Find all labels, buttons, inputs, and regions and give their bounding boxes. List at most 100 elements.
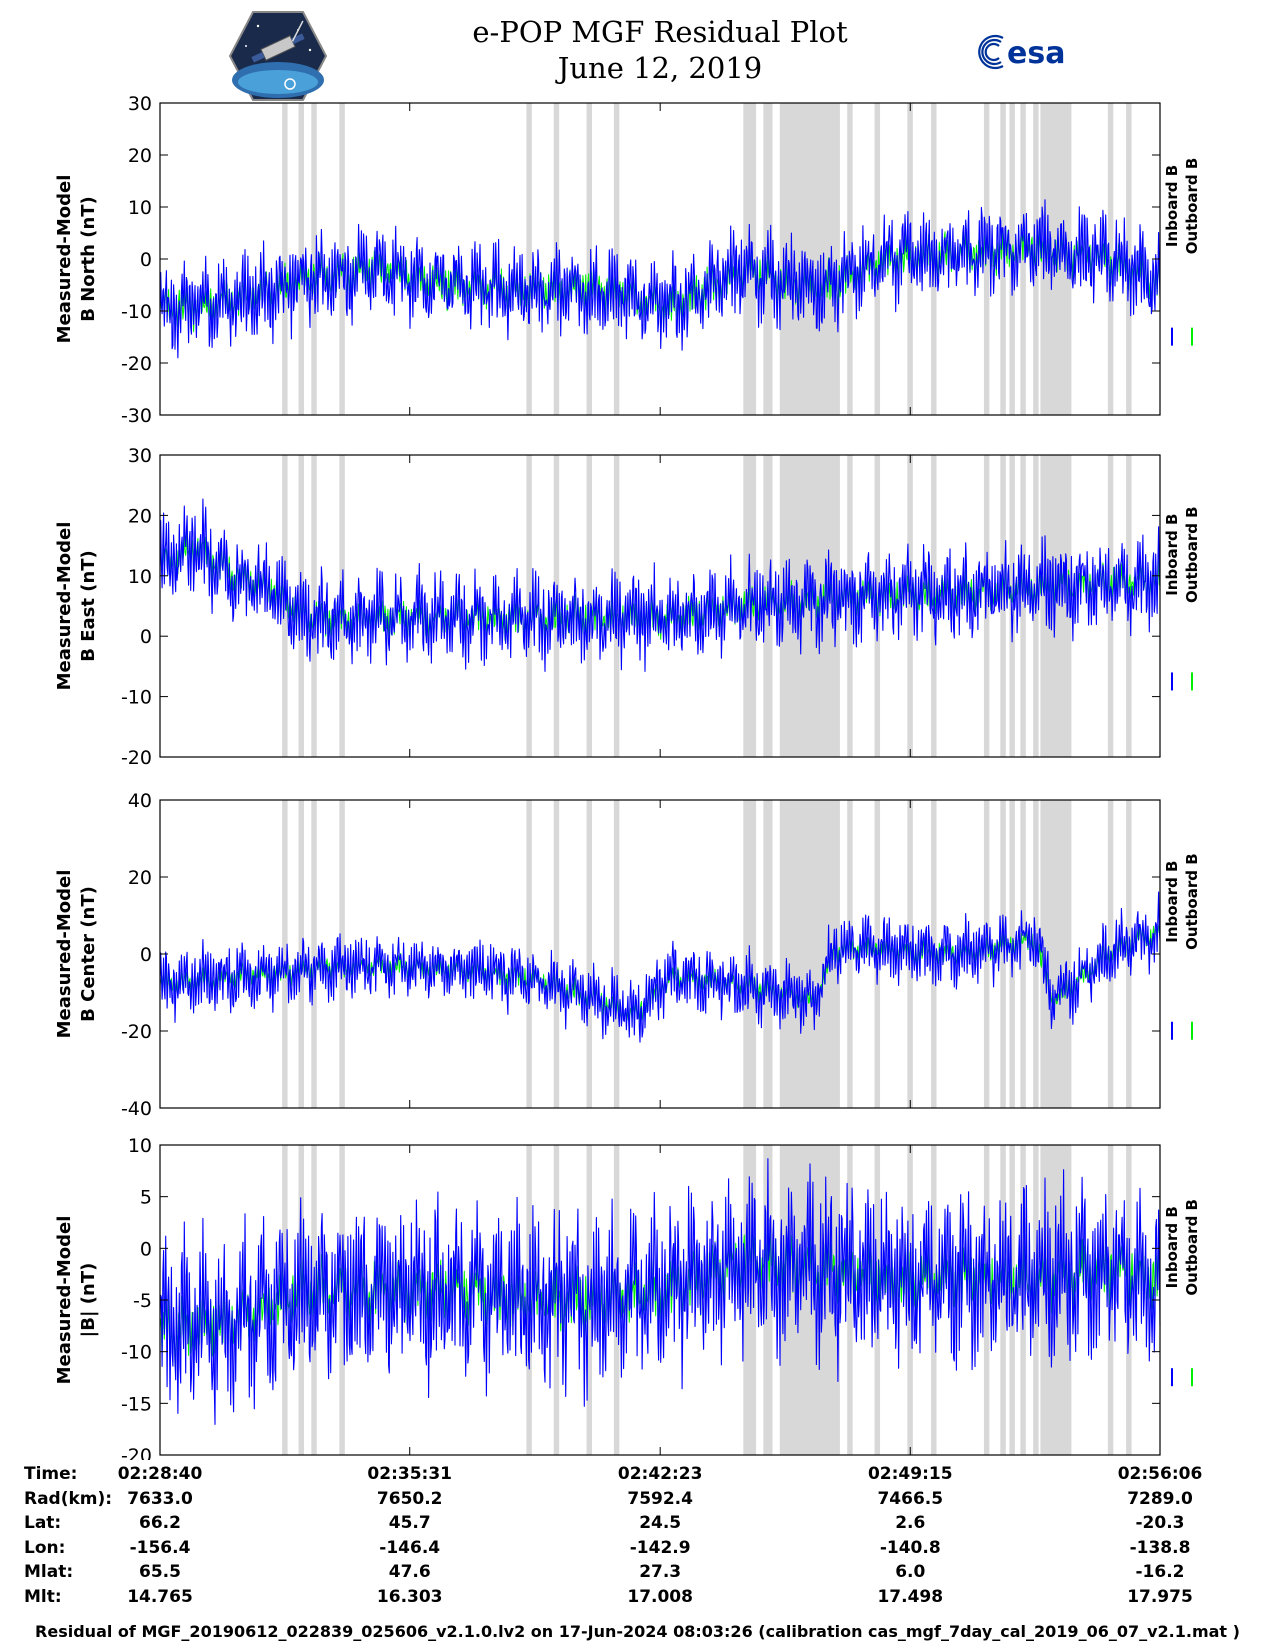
legend: Inboard B Outboard B — [1163, 1199, 1201, 1387]
y-tick-label: 30 — [128, 93, 152, 115]
data-gap-band — [779, 800, 840, 1108]
legend-label-outboard: Outboard B — [1183, 506, 1201, 603]
y-axis-label-line: Measured-Model — [54, 522, 75, 691]
orbit-value: -138.8 — [1129, 1537, 1191, 1558]
legend-label-outboard: Outboard B — [1183, 158, 1201, 255]
legend-label-outboard: Outboard B — [1183, 1199, 1201, 1296]
y-axis-label-line: Measured-Model — [54, 870, 75, 1039]
panel-4: 10 5 0 -5 -10 -15 -20 Measured-Model |B| (nT) Inb… — [54, 1135, 1201, 1460]
y-tick-label: -20 — [121, 353, 152, 375]
orbit-value: -146.4 — [379, 1537, 441, 1558]
data-gap-band — [847, 1145, 853, 1455]
y-axis-label: Measured-Model B Center (nT) — [54, 870, 99, 1039]
data-gap-band — [847, 455, 853, 757]
data-gap-band — [907, 455, 913, 757]
y-tick-label: -20 — [121, 747, 152, 769]
data-gap-band — [1040, 455, 1072, 757]
orbit-value: 45.7 — [388, 1513, 431, 1533]
data-gap-band — [526, 455, 532, 757]
orbit-value: 16.303 — [376, 1586, 443, 1607]
orbit-row: Rad(km): 7633.0 7650.2 7592.4 7466.5 7289.0 — [0, 1489, 1275, 1513]
orbit-value: 02:35:31 — [367, 1464, 452, 1484]
y-tick-label: -20 — [121, 1445, 152, 1460]
y-tick-label: 20 — [128, 505, 152, 527]
orbit-value: -156.4 — [129, 1537, 191, 1558]
orbit-value: 7289.0 — [1127, 1488, 1193, 1509]
orbit-row-label: Lon: — [24, 1537, 66, 1558]
title-block: e-POP MGF Residual Plot June 12, 2019 — [400, 14, 920, 86]
series-inboard-line — [159, 498, 1161, 672]
legend: Inboard B Outboard B — [1163, 158, 1201, 346]
y-axis-label-line: B North (nT) — [78, 196, 99, 322]
esa-logo: esa — [975, 32, 1095, 72]
orbit-value: 65.5 — [139, 1562, 181, 1582]
esa-logo-text: esa — [1007, 36, 1065, 71]
y-axis-label: Measured-Model B East (nT) — [54, 522, 99, 691]
data-gap-band — [743, 455, 757, 757]
panel-2: 30 20 10 0 -10 -20 Measured-Model B East (nT) In… — [54, 445, 1201, 769]
y-tick-label: 0 — [140, 944, 152, 966]
y-tick-label: 0 — [140, 1238, 152, 1260]
legend: Inboard B Outboard B — [1163, 853, 1201, 1040]
y-tick-label: 10 — [128, 197, 152, 219]
orbit-value: 02:56:06 — [1117, 1464, 1203, 1484]
data-gap-band — [298, 800, 305, 1108]
y-tick-label: -40 — [121, 1098, 152, 1120]
legend-label-inboard: Inboard B — [1163, 514, 1181, 596]
data-gap-band — [586, 800, 593, 1108]
orbit-row: Lon: -156.4 -146.4 -142.9 -140.8 -138.8 — [0, 1538, 1275, 1562]
data-gap-band — [282, 1145, 288, 1455]
y-tick-label: 20 — [128, 145, 152, 167]
data-gap-band — [613, 800, 620, 1108]
data-gap-band — [553, 1145, 560, 1455]
y-axis-label-line: B East (nT) — [78, 550, 99, 662]
y-tick-label: 0 — [140, 626, 152, 648]
y-axis-label: Measured-Model |B| (nT) — [54, 1216, 99, 1385]
orbit-value: 7650.2 — [376, 1488, 443, 1509]
orbit-row: Lat: 66.2 45.7 24.5 2.6 -20.3 — [0, 1513, 1275, 1537]
y-tick-label: -5 — [133, 1290, 152, 1312]
series-inboard-line — [159, 891, 1161, 1043]
y-tick-label: 5 — [140, 1187, 152, 1209]
legend-label-inboard: Inboard B — [1163, 861, 1181, 943]
data-gap-band — [1107, 455, 1114, 757]
y-tick-label: -10 — [121, 301, 152, 323]
legend: Inboard B Outboard B — [1163, 506, 1201, 691]
y-axis-label-line: Measured-Model — [54, 175, 75, 344]
data-gap-band — [983, 103, 990, 415]
data-gap-band — [983, 455, 990, 757]
data-gap-band — [763, 1145, 773, 1455]
plot-date: June 12, 2019 — [557, 51, 763, 85]
y-tick-label: -30 — [121, 405, 152, 427]
data-gap-band — [1000, 103, 1006, 415]
orbit-value: 7633.0 — [127, 1488, 193, 1509]
y-tick-label: -20 — [121, 1021, 152, 1043]
data-gap-band — [874, 103, 881, 415]
data-gap-band — [282, 455, 288, 757]
footer-note: Residual of MGF_20190612_022839_025606_v… — [35, 1622, 1240, 1641]
y-tick-label: -10 — [121, 687, 152, 709]
orbit-value: 7466.5 — [877, 1488, 944, 1509]
orbit-row-label: Mlat: — [24, 1562, 74, 1582]
y-tick-label: 30 — [128, 445, 152, 467]
orbit-value: 27.3 — [639, 1562, 682, 1582]
data-gap-band — [763, 455, 773, 757]
orbit-value: 02:28:40 — [117, 1464, 203, 1484]
orbit-value: 17.008 — [627, 1586, 693, 1607]
y-tick-label: 0 — [140, 249, 152, 271]
orbit-value: -140.8 — [879, 1537, 941, 1558]
y-axis-label-line: |B| (nT) — [78, 1263, 99, 1338]
data-gap-band — [282, 800, 288, 1108]
plot-title: e-POP MGF Residual Plot — [472, 15, 848, 49]
y-tick-label: 10 — [128, 566, 152, 588]
data-gap-band — [763, 800, 773, 1108]
y-tick-label: 10 — [128, 1135, 152, 1157]
y-tick-label: 40 — [128, 790, 152, 812]
data-gap-band — [779, 103, 840, 415]
orbit-value: 66.2 — [139, 1513, 181, 1533]
data-gap-band — [586, 455, 593, 757]
orbit-row: Time: 02:28:40 02:35:31 02:42:23 02:49:15 02:… — [0, 1464, 1275, 1488]
y-axis-label-line: B Center (nT) — [78, 886, 99, 1022]
orbit-info-table: Time: 02:28:40 02:35:31 02:42:23 02:49:15 02:… — [0, 1464, 1275, 1614]
